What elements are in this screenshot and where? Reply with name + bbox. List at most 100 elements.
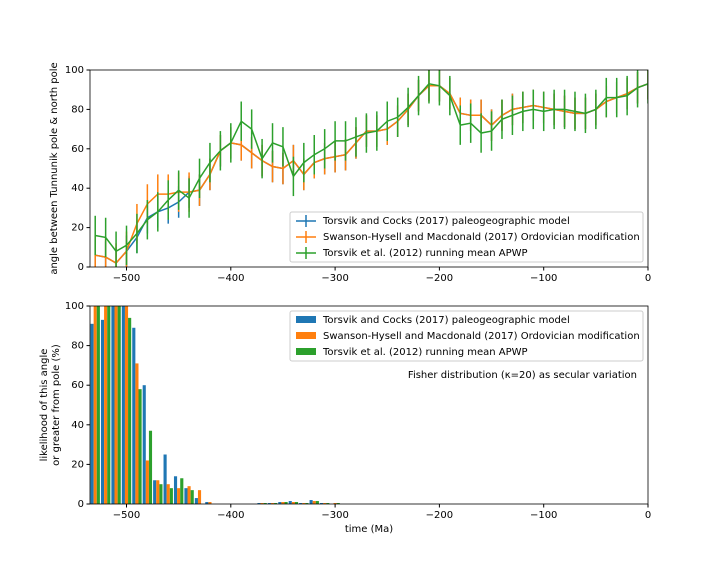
bar: [302, 503, 306, 504]
y-tick-label: 100: [65, 65, 84, 76]
y-axis-label: angle between Tunnunik pole & north pole: [49, 62, 60, 274]
bar: [90, 323, 94, 504]
legend-label: Torsvik and Cocks (2017) paleogeographic…: [322, 315, 570, 326]
y-tick-label: 0: [78, 262, 84, 273]
bar: [177, 488, 181, 504]
bar: [148, 430, 153, 504]
plot-area: [94, 70, 648, 267]
bar: [333, 503, 337, 504]
bar: [323, 503, 327, 504]
bar: [281, 502, 285, 504]
y-tick-label: 60: [71, 380, 84, 391]
bar: [309, 500, 313, 504]
bar: [278, 502, 282, 504]
bar: [121, 306, 125, 504]
axes-frame: [89, 305, 649, 505]
bar: [205, 502, 209, 504]
y-tick-label: 20: [71, 459, 84, 470]
x-tick-label: 0: [645, 273, 651, 284]
y-tick-label: 0: [78, 499, 84, 510]
bar: [336, 503, 340, 504]
bar: [319, 503, 324, 504]
y-axis-label: likelihood of this angle: [39, 349, 50, 462]
legend-box: [289, 310, 644, 362]
y-tick-label: 80: [71, 341, 84, 352]
bar: [111, 306, 115, 504]
bar: [100, 319, 105, 504]
bar: [260, 503, 264, 504]
bar: [312, 501, 316, 504]
bar: [159, 484, 163, 504]
bar: [284, 502, 288, 504]
legend-label: Swanson-Hysell and Macdonald (2017) Ordo…: [323, 331, 640, 342]
legend-box: [289, 211, 644, 263]
axes-frame: [89, 69, 649, 268]
legend-label: Torsvik et al. (2012) running mean APWP: [322, 248, 528, 259]
bar: [270, 503, 275, 504]
x-tick-label: −500: [113, 510, 140, 521]
y-tick-label: 80: [71, 104, 84, 115]
legend-swatch: [296, 332, 316, 339]
x-tick-label: −400: [217, 510, 244, 521]
bar: [145, 460, 149, 504]
legend-swatch: [296, 348, 316, 355]
bar: [132, 327, 136, 504]
bar: [114, 306, 118, 504]
bar: [96, 306, 100, 504]
bar: [180, 478, 184, 504]
x-tick-label: 0: [645, 510, 651, 521]
bar: [166, 484, 170, 504]
x-tick-label: −200: [426, 273, 453, 284]
bar: [135, 363, 139, 504]
bar: [107, 306, 111, 504]
bar: [128, 317, 132, 504]
bar: [274, 503, 278, 504]
legend-swatch: [296, 316, 316, 323]
bar: [184, 488, 188, 504]
x-tick-label: −100: [530, 510, 557, 521]
bar: [197, 490, 202, 504]
y-tick-label: 100: [65, 301, 84, 312]
bar: [315, 501, 319, 504]
bar: [173, 476, 178, 504]
bar: [153, 480, 157, 504]
bar: [187, 486, 191, 504]
x-axis-label: time (Ma): [345, 524, 393, 535]
bar: [190, 490, 194, 504]
bar: [194, 498, 198, 504]
bar: [305, 503, 309, 504]
bar: [93, 306, 97, 504]
y-tick-label: 60: [71, 144, 84, 155]
bar: [326, 503, 330, 504]
bar: [138, 389, 142, 504]
legend-label: Torsvik et al. (2012) running mean APWP: [322, 347, 528, 358]
bar: [163, 454, 167, 504]
bar: [104, 306, 108, 504]
bar: [257, 503, 261, 504]
bar: [291, 502, 295, 504]
y-tick-label: 40: [71, 420, 84, 431]
bar: [208, 502, 212, 504]
bar: [156, 480, 160, 504]
bar: [124, 306, 129, 504]
x-tick-label: −400: [217, 273, 244, 284]
bar: [142, 385, 146, 504]
y-tick-label: 20: [71, 223, 84, 234]
y-tick-label: 40: [71, 183, 84, 194]
legend-label: Swanson-Hysell and Macdonald (2017) Ordo…: [323, 232, 640, 243]
annotation: Fisher distribution (κ=20) as secular va…: [408, 370, 637, 381]
series-line: [95, 82, 648, 253]
bar: [263, 503, 267, 504]
bar: [267, 503, 271, 504]
bar: [117, 306, 121, 504]
plot-area: [90, 306, 340, 504]
x-tick-label: −300: [321, 510, 348, 521]
bar: [299, 503, 303, 504]
bar: [169, 488, 173, 504]
x-tick-label: −300: [321, 273, 348, 284]
y-axis-label: or greater from pole (%): [51, 344, 62, 466]
x-tick-label: −100: [530, 273, 557, 284]
legend-label: Torsvik and Cocks (2017) paleogeographic…: [322, 216, 570, 227]
bar: [294, 502, 299, 504]
